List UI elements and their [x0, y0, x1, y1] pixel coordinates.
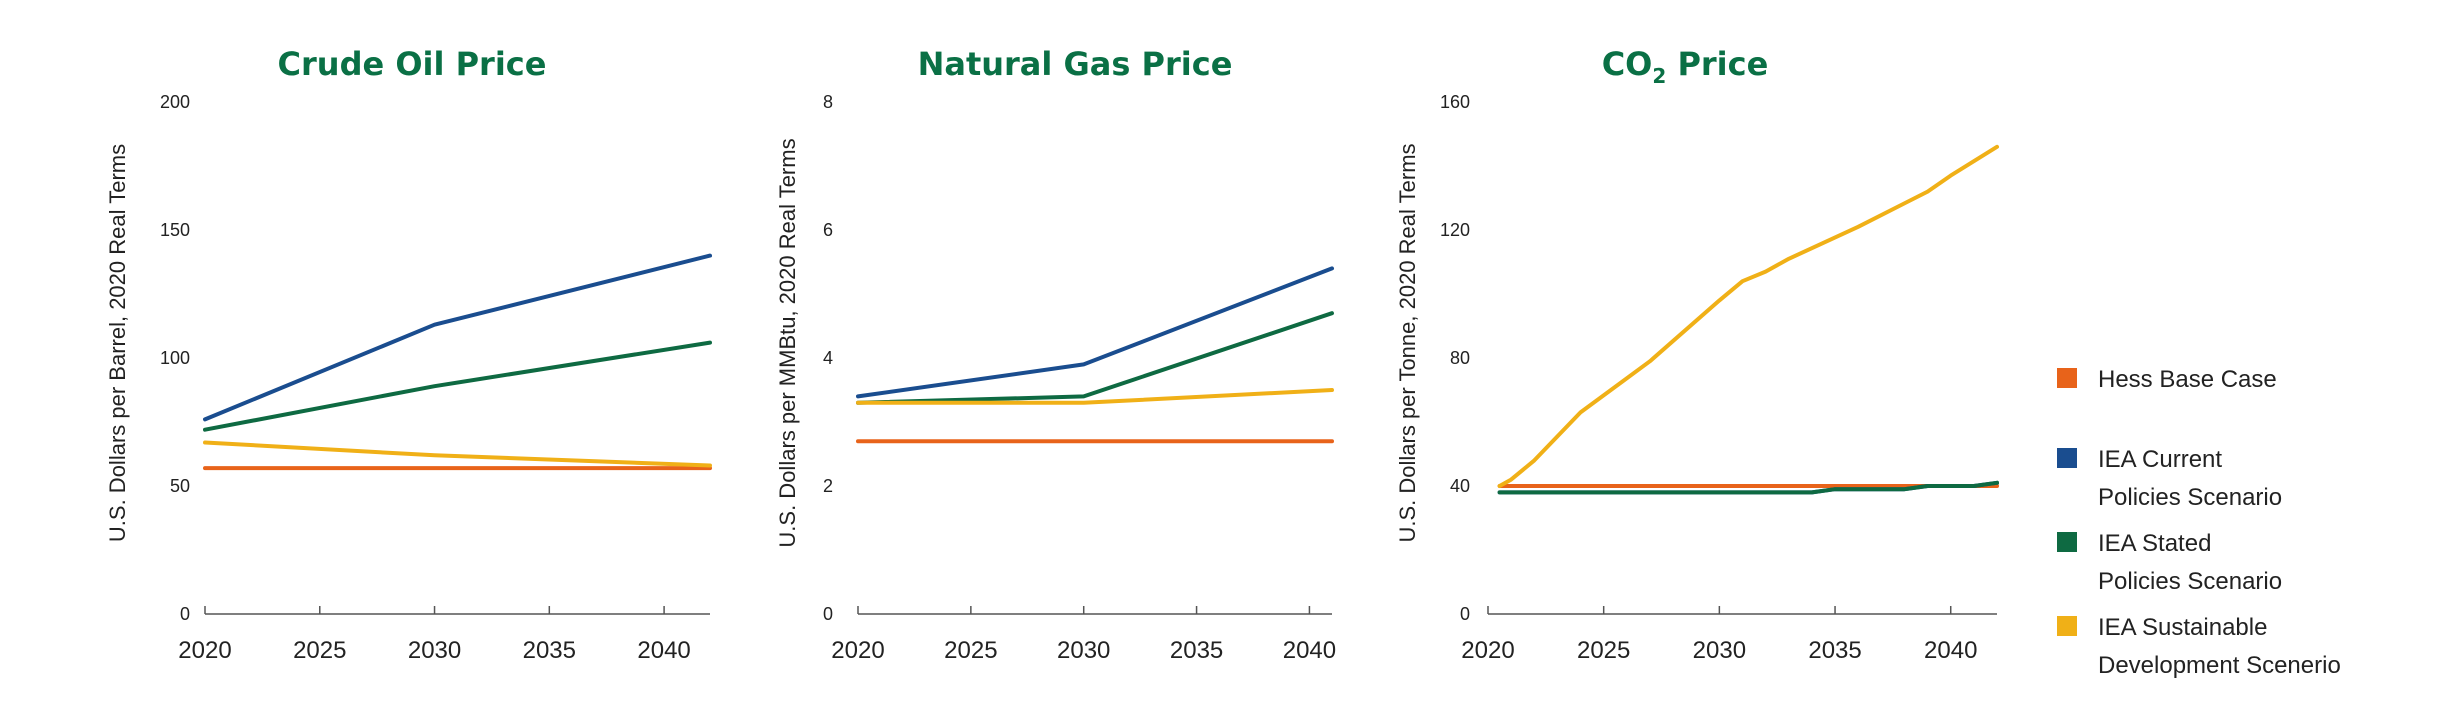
- legend-swatch: [2057, 616, 2077, 636]
- y-tick-label: 40: [1450, 476, 1470, 496]
- x-tick-label: 2040: [637, 637, 690, 664]
- x-tick-label: 2035: [1170, 637, 1223, 664]
- legend-swatch: [2057, 368, 2077, 388]
- legend-label: Policies Scenario: [2098, 568, 2282, 595]
- y-tick-label: 200: [160, 92, 190, 112]
- legend-swatch: [2057, 532, 2077, 552]
- legend: Hess Base Case IEA Current Policies Scenar…: [2057, 366, 2341, 679]
- chart-title: Natural Gas Price: [918, 45, 1233, 83]
- series-line-stated: [203, 340, 712, 432]
- series-line-stated: [1497, 480, 1999, 495]
- chart-title: CO2 Price: [1602, 45, 1769, 88]
- y-axis-label: U.S. Dollars per Barrel, 2020 Real Terms: [105, 144, 130, 542]
- chart-title: Crude Oil Price: [278, 45, 547, 83]
- y-tick-label: 4: [823, 348, 833, 368]
- y-tick-label: 160: [1440, 92, 1470, 112]
- legend-label: Development Scenerio: [2098, 652, 2341, 679]
- charts-layer: Crude Oil Price U.S. Dollars per Barrel, …: [105, 45, 1999, 664]
- chart-panel-2: Natural Gas Price U.S. Dollars per MMBtu,…: [775, 45, 1336, 664]
- y-tick-label: 0: [1460, 604, 1470, 624]
- y-tick-label: 6: [823, 220, 833, 240]
- y-tick-label: 120: [1440, 220, 1470, 240]
- series-line-current: [856, 266, 1334, 399]
- y-tick-label: 50: [170, 476, 190, 496]
- legend-label: IEA Current: [2098, 446, 2222, 473]
- y-tick-label: 80: [1450, 348, 1470, 368]
- series-line-current: [203, 253, 712, 422]
- chart-panel-1: Crude Oil Price U.S. Dollars per Barrel, …: [105, 45, 712, 664]
- x-tick-label: 2020: [1461, 637, 1514, 664]
- x-tick-label: 2020: [178, 637, 231, 664]
- chart-title-main: CO: [1602, 45, 1653, 83]
- chart-title-suffix: Price: [1666, 45, 1768, 83]
- series-line-sustainable: [1497, 144, 1999, 488]
- legend-swatch: [2057, 448, 2077, 468]
- y-tick-label: 2: [823, 476, 833, 496]
- series-line-sustainable: [203, 440, 712, 468]
- y-tick-label: 100: [160, 348, 190, 368]
- legend-label: IEA Sustainable: [2098, 614, 2267, 641]
- x-tick-label: 2020: [831, 637, 884, 664]
- series-line-stated: [856, 311, 1334, 405]
- x-tick-label: 2030: [408, 637, 461, 664]
- x-tick-label: 2025: [293, 637, 346, 664]
- legend-label: IEA Stated: [2098, 530, 2211, 557]
- chart-title-subscript: 2: [1652, 64, 1666, 88]
- y-tick-label: 8: [823, 92, 833, 112]
- series-line-sustainable: [856, 388, 1334, 405]
- x-tick-label: 2035: [523, 637, 576, 664]
- x-tick-label: 2040: [1283, 637, 1336, 664]
- legend-item-current: IEA Current Policies Scenario: [2057, 446, 2282, 511]
- x-tick-label: 2030: [1057, 637, 1110, 664]
- y-axis-label: U.S. Dollars per Tonne, 2020 Real Terms: [1395, 143, 1420, 542]
- y-axis-label: U.S. Dollars per MMBtu, 2020 Real Terms: [775, 138, 800, 547]
- y-tick-label: 0: [180, 604, 190, 624]
- legend-label: Policies Scenario: [2098, 484, 2282, 511]
- x-tick-label: 2030: [1693, 637, 1746, 664]
- legend-label: Hess Base Case: [2098, 366, 2277, 393]
- x-tick-label: 2025: [1577, 637, 1630, 664]
- legend-item-hess: Hess Base Case: [2057, 366, 2277, 393]
- x-tick-label: 2040: [1924, 637, 1977, 664]
- chart-panel-3: CO2 Price U.S. Dollars per Tonne, 2020 Re…: [1395, 45, 1999, 664]
- legend-item-stated: IEA Stated Policies Scenario: [2057, 530, 2282, 595]
- x-tick-label: 2025: [944, 637, 997, 664]
- y-tick-label: 150: [160, 220, 190, 240]
- y-tick-label: 0: [823, 604, 833, 624]
- x-tick-label: 2035: [1808, 637, 1861, 664]
- legend-item-sustainable: IEA Sustainable Development Scenerio: [2057, 614, 2341, 679]
